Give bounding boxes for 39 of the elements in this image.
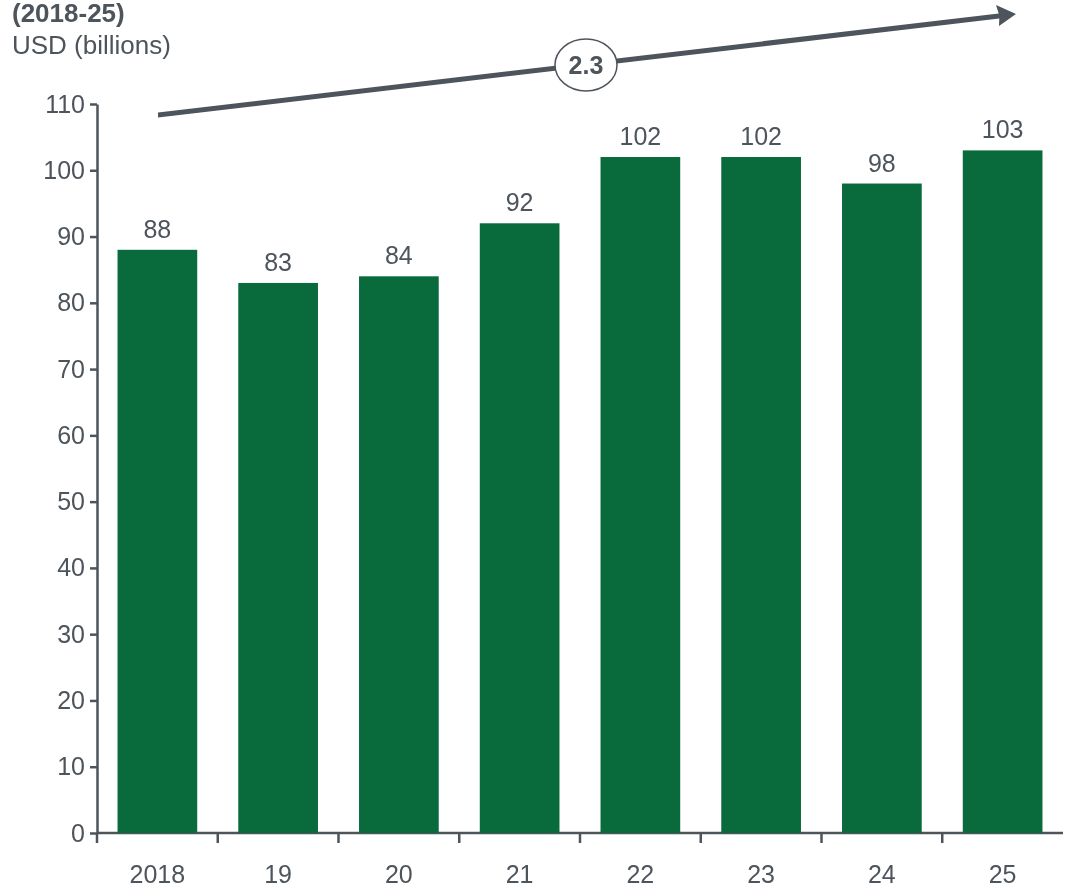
data-label: 98 [867, 148, 896, 177]
y-tick-label: 0 [71, 818, 85, 847]
y-tick-label: 40 [57, 553, 85, 582]
y-tick-label: 10 [57, 752, 85, 781]
bar [962, 150, 1043, 833]
x-tick-label: 25 [988, 859, 1017, 888]
data-label: 83 [264, 247, 293, 276]
chart-subtitle: USD (billions) [12, 30, 171, 60]
x-tick-label: 20 [384, 859, 413, 888]
data-label: 84 [384, 241, 413, 270]
bar [842, 183, 922, 833]
x-tick-label: 23 [747, 859, 776, 888]
data-label: 102 [619, 122, 662, 151]
y-tick-label: 100 [43, 155, 85, 184]
y-tick-label: 90 [57, 222, 85, 251]
bar [479, 223, 560, 833]
bar [238, 282, 318, 833]
data-label: 88 [143, 214, 172, 243]
text: 2.3 [568, 51, 604, 79]
x-tick-label: 19 [264, 859, 293, 888]
data-label: 102 [740, 122, 782, 151]
bar [359, 276, 439, 833]
bar [117, 249, 198, 833]
bar [721, 157, 801, 833]
y-tick-label: 70 [57, 354, 85, 383]
data-label: 92 [505, 188, 534, 217]
chart-title: (2018-25) [12, 0, 125, 28]
y-tick-label: 110 [45, 89, 85, 118]
x-tick-label: 21 [505, 859, 534, 888]
bar [600, 157, 681, 833]
y-tick-label: 20 [57, 685, 85, 714]
data-label: 103 [981, 115, 1024, 144]
x-tick-label: 2018 [129, 859, 186, 888]
x-tick-label: 24 [867, 859, 896, 888]
y-tick-label: 60 [57, 420, 85, 449]
y-tick-label: 80 [57, 288, 85, 317]
y-tick-label: 50 [57, 487, 85, 516]
x-tick-label: 22 [626, 859, 655, 888]
y-tick-label: 30 [57, 619, 85, 648]
